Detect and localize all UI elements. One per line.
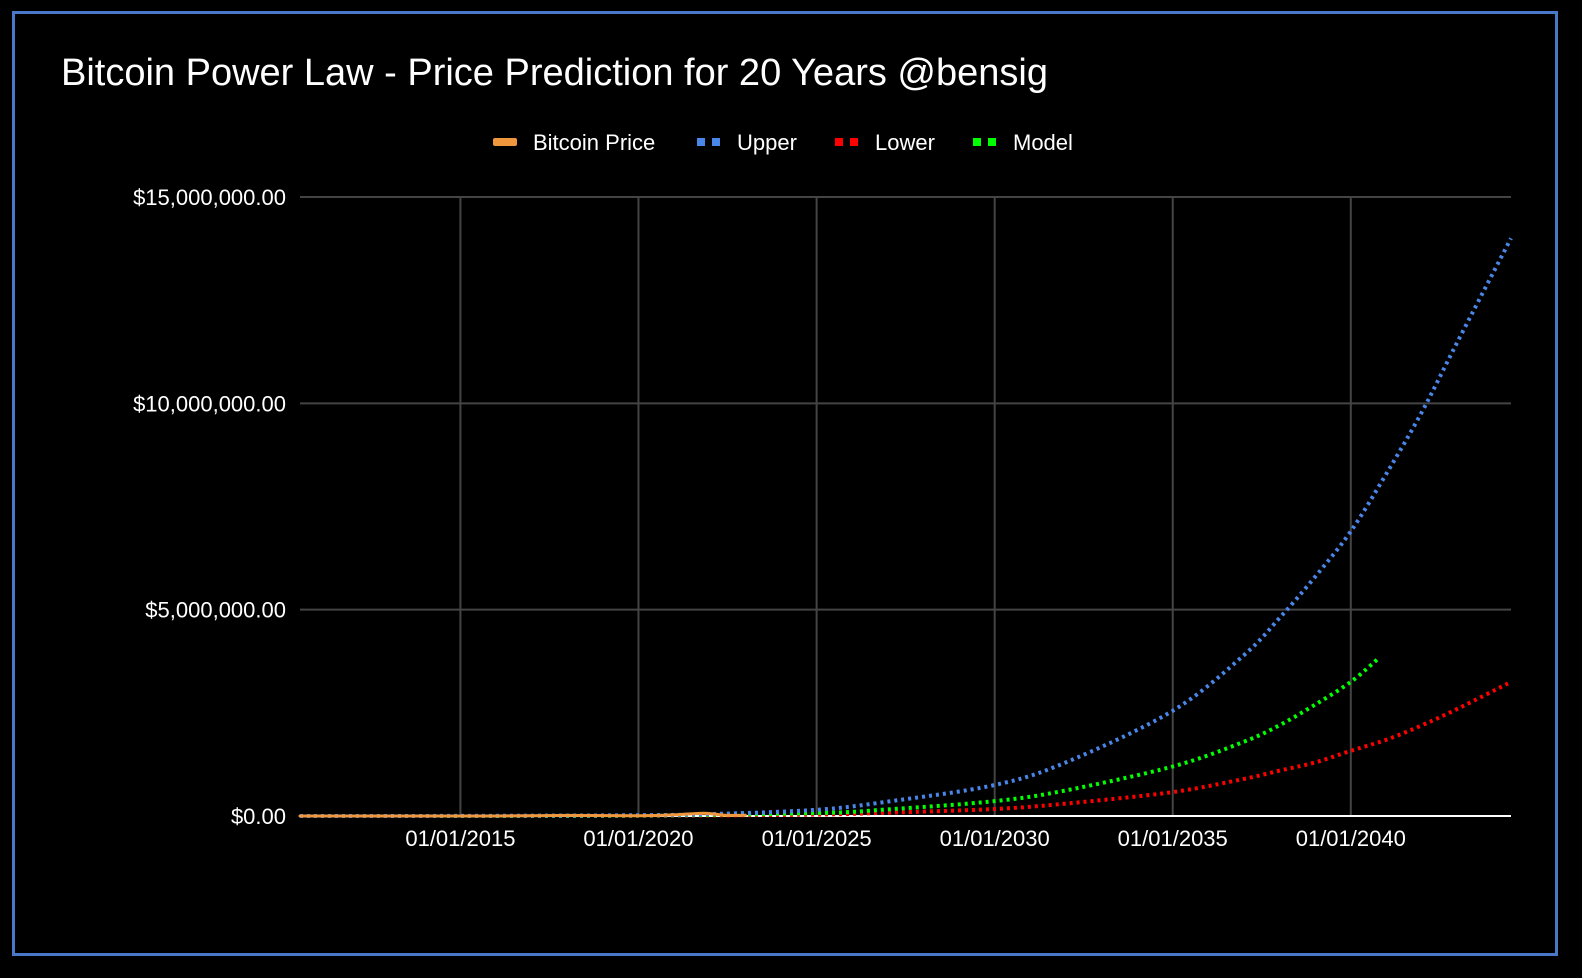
x-tick-label: 01/01/2025	[762, 826, 872, 851]
y-tick-label: $5,000,000.00	[145, 598, 286, 623]
y-tick-label: $0.00	[231, 804, 286, 829]
chart-frame	[12, 11, 1558, 956]
y-tick-label: $15,000,000.00	[133, 185, 286, 210]
legend-label: Model	[1013, 130, 1073, 155]
legend-swatch-dot	[850, 138, 858, 146]
x-tick-label: 01/01/2040	[1296, 826, 1406, 851]
legend-swatch-dot	[712, 138, 720, 146]
legend-swatch-upper	[697, 138, 705, 146]
x-tick-label: 01/01/2015	[405, 826, 515, 851]
legend-swatch-lower	[835, 138, 843, 146]
legend-label: Lower	[875, 130, 935, 155]
series-line-lower	[300, 680, 1512, 819]
series-line-upper	[299, 237, 1513, 818]
series-line-bitcoin-price	[298, 811, 747, 818]
legend-label: Bitcoin Price	[533, 130, 655, 155]
series-line-model	[300, 657, 1379, 819]
y-tick-label: $10,000,000.00	[133, 391, 286, 416]
legend-swatch-dot	[988, 138, 996, 146]
x-tick-label: 01/01/2020	[583, 826, 693, 851]
legend-swatch-model	[973, 138, 981, 146]
legend-label: Upper	[737, 130, 797, 155]
legend-swatch-bitcoin-price	[493, 138, 517, 146]
chart-title: Bitcoin Power Law - Price Prediction for…	[61, 52, 1048, 94]
x-tick-label: 01/01/2030	[940, 826, 1050, 851]
x-tick-label: 01/01/2035	[1118, 826, 1228, 851]
